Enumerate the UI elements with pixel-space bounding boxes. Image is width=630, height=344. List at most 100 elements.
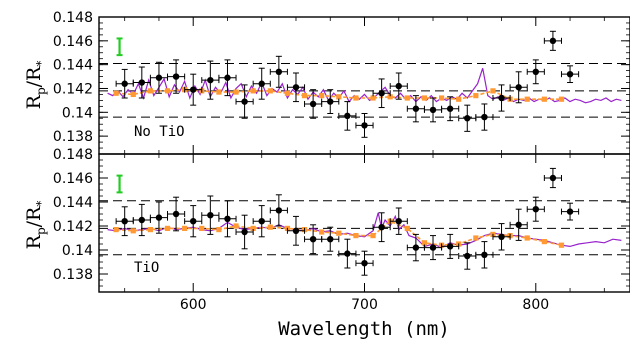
panel-bottom: 0.138 0.14 0.142 0.144 0.146 0.148 600 700 800 T… [23,147,630,340]
panel-top-data-point [269,55,288,88]
panel-bottom-binned-model-point [182,225,188,231]
panel-bottom-binned-model-point [319,229,325,235]
panel-bottom-data-point [372,212,391,243]
data-marker [361,122,368,129]
data-marker [155,74,163,81]
data-marker [566,70,574,78]
data-marker [446,105,454,112]
panel-bottom-binned-model-point [404,225,410,231]
panel-top-binned-model-point [558,96,565,102]
panel-top-binned-model-point [113,90,119,96]
panel-top-binned-model-point [267,88,273,94]
panel-top-data-point [492,84,511,112]
panel-bottom-data-point [115,206,134,237]
panel-bottom-data-point [355,250,374,276]
data-marker [327,236,334,243]
panel-bottom-ticks: 0.138 0.14 0.142 0.144 0.146 0.148 600 700 800 [53,147,630,313]
panel-top-data-point [286,72,306,103]
panel-bottom-binned-model-point [353,233,359,239]
panel-bottom-data-point [321,226,340,252]
panel-bottom-binned-model-point [370,233,376,239]
data-marker [190,86,197,93]
panel-bottom-data-point [406,233,425,262]
data-marker [344,250,351,257]
panel-bottom-data-point [149,201,169,234]
panel-top-ytick-label: 0.138 [53,129,93,145]
data-marker [344,112,351,120]
panel-top-data-point [441,96,460,122]
panel-bottom-binned-model-point [541,239,547,245]
data-marker [172,73,180,80]
panel-top-data-point [252,67,271,100]
data-marker [292,84,300,91]
panel-top-data-point [406,95,425,123]
data-marker [292,227,300,234]
panel-bottom-binned-model-point [113,227,119,233]
panel-bottom-data-point [269,194,288,227]
panel-top-data-point [218,59,237,97]
panel-top-data-point [389,72,408,100]
panel-top-data-point [458,104,477,132]
panel-bottom-annotation: TiO [134,260,159,276]
panel-bottom-ytick-label: 0.138 [53,267,93,283]
panel-top-data-point [321,89,340,114]
panel-bottom-ytick-label: 0.144 [53,195,93,211]
panel-top-binned-model-point [473,93,479,99]
data-marker [190,218,197,225]
panel-bottom-binned-model-point [473,235,479,241]
panel-bottom-data-point [252,205,271,238]
panel-top-ytick-label: 0.148 [53,10,93,26]
panel-top-data-point [543,30,562,51]
panel-bottom-data-point [167,196,186,232]
panel-bottom-xtick-label: 700 [351,297,378,313]
data-marker [309,236,317,243]
panel-top-binned-model-point [216,89,222,95]
panel-bottom-binned-model-point [199,225,205,231]
data-marker [464,115,471,122]
panel-top-binned-model-point [301,93,308,99]
data-marker [498,233,505,240]
data-marker [138,79,146,86]
data-marker [258,218,265,225]
data-marker [481,113,488,121]
panel-bottom-data-point [286,215,306,246]
data-marker [378,90,385,97]
panel-top-data-point [526,59,545,85]
panel-bottom-binned-model-point [250,225,256,231]
panel-top-binned-model-point [524,96,530,102]
panel-top-binned-model-point [490,88,496,94]
panel-top-binned-model-point [130,91,136,98]
panel-bottom-ytick-label: 0.146 [53,171,93,187]
panel-bottom-data-point [526,196,545,222]
panel-bottom-xtick-label: 600 [180,297,207,313]
data-marker [429,106,437,114]
panel-bottom-data-point [184,205,203,238]
panel-top-data-point [560,65,580,84]
data-marker [327,98,334,105]
data-marker [224,74,231,81]
panel-top-plot-layer [99,30,630,138]
data-marker [429,244,437,251]
data-marker [275,68,283,76]
data-marker [481,251,488,258]
panel-top-data-point [184,73,203,106]
data-marker [515,221,522,228]
panel-top-data-point [423,97,443,123]
panel-top-binned-model-point [250,88,256,94]
panel-bottom-binned-model-point [336,230,342,236]
data-marker [309,100,317,108]
panel-bottom-data-point [235,214,254,250]
panel-bottom-binned-model-point [164,225,171,231]
panel-bottom-data-point [509,208,528,241]
panel-top-binned-model-point [336,94,342,100]
panel-top-binned-model-point [541,96,547,102]
panel-top-binned-model-point [370,95,376,101]
panel-top-ticks: 0.138 0.14 0.142 0.144 0.146 0.148 [53,10,630,155]
panel-top-ylabel: Rp/R* [23,61,48,110]
panel-bottom-data-point [338,238,357,269]
data-marker [549,174,557,182]
panel-bottom-data-point [218,200,237,238]
panel-top-data-point [149,61,169,94]
data-marker [395,82,402,90]
